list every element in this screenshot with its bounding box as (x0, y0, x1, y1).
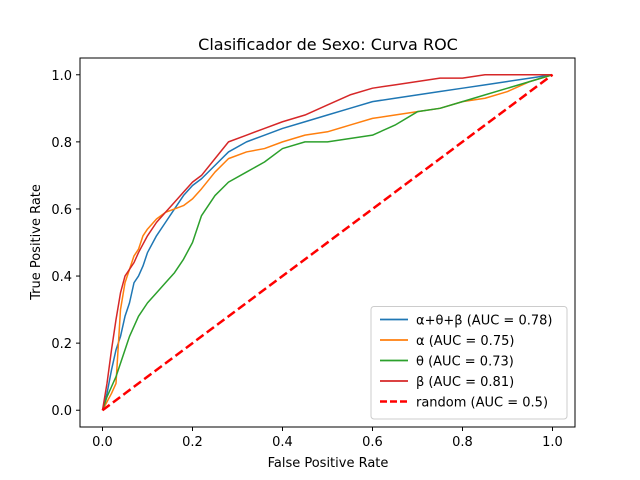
chart-title: Clasificador de Sexo: Curva ROC (198, 35, 458, 54)
y-tick-label: 0.2 (51, 337, 72, 352)
y-axis-label: True Positive Rate (29, 184, 44, 301)
x-tick-label: 0.2 (182, 435, 203, 450)
series-line-4 (101, 73, 554, 412)
x-axis-label: False Positive Rate (268, 456, 389, 471)
x-tick-label: 0.8 (452, 435, 473, 450)
legend-label: β (AUC = 0.81) (416, 375, 514, 390)
legend-label: θ (AUC = 0.73) (416, 355, 514, 370)
series-line-2 (101, 74, 553, 411)
y-tick-label: 0.0 (51, 404, 72, 419)
x-tick-label: 0.4 (272, 435, 293, 450)
x-tick-label: 1.0 (542, 435, 563, 450)
legend-label: α+θ+β (AUC = 0.78) (416, 314, 552, 329)
series-line-3 (101, 74, 553, 411)
legend-box (370, 306, 568, 420)
y-tick-label: 0.4 (51, 270, 72, 285)
y-axis-ticks: 0.0 0.2 0.4 0.6 0.8 1.0 (51, 69, 80, 419)
plot-area (79, 57, 576, 428)
plot-frame (79, 57, 576, 428)
y-tick-label: 1.0 (51, 69, 72, 84)
y-tick-label: 0.6 (51, 203, 72, 218)
x-tick-label: 0.6 (362, 435, 383, 450)
legend-label: random (AUC = 0.5) (416, 396, 548, 411)
x-axis-ticks: 0.0 0.2 0.4 0.6 0.8 1.0 (92, 427, 563, 450)
legend: α+θ+β (AUC = 0.78) α (AUC = 0.75) θ (AUC =… (370, 306, 568, 420)
y-tick-label: 0.8 (51, 136, 72, 151)
series-line-0 (101, 74, 553, 411)
x-tick-label: 0.0 (92, 435, 113, 450)
legend-label: α (AUC = 0.75) (416, 334, 514, 349)
